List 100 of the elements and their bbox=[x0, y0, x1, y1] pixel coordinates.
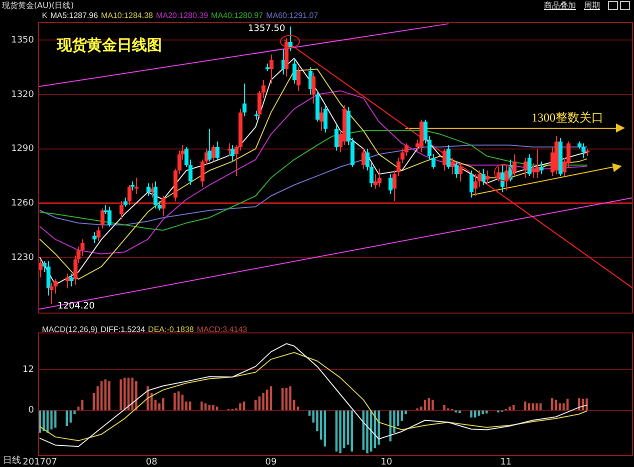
candlestick bbox=[66, 273, 70, 289]
candlestick bbox=[208, 128, 212, 162]
bar bbox=[108, 381, 110, 410]
text: 周期 bbox=[584, 0, 600, 11]
text: DEA:-0.1838 bbox=[148, 325, 194, 334]
candlestick bbox=[496, 166, 500, 182]
candlestick bbox=[582, 142, 586, 158]
bar bbox=[586, 398, 588, 410]
candlestick bbox=[334, 124, 338, 152]
candlestick bbox=[70, 273, 74, 287]
bar bbox=[239, 403, 242, 410]
candlestick bbox=[532, 162, 536, 178]
candlestick bbox=[296, 66, 300, 92]
text: DIFF:1.5234 bbox=[100, 325, 146, 334]
bar bbox=[266, 390, 268, 410]
bar bbox=[443, 404, 446, 410]
bar bbox=[81, 400, 84, 410]
candlestick bbox=[482, 168, 486, 186]
candlestick bbox=[450, 157, 454, 175]
candlestick bbox=[474, 174, 478, 196]
bar bbox=[378, 410, 380, 445]
bar bbox=[131, 378, 134, 410]
x-tick-label: 09 bbox=[265, 458, 277, 467]
candlestick bbox=[362, 148, 366, 170]
bar bbox=[536, 403, 538, 410]
candlestick bbox=[312, 72, 316, 104]
candlestick bbox=[442, 148, 446, 172]
x-axis-title: 日线 bbox=[3, 454, 21, 467]
candlestick bbox=[486, 170, 490, 184]
bar bbox=[432, 400, 434, 410]
candlestick bbox=[50, 282, 54, 305]
bar bbox=[550, 398, 554, 410]
candlestick bbox=[162, 195, 166, 216]
bar bbox=[524, 402, 526, 410]
bar bbox=[120, 379, 122, 410]
bar bbox=[289, 386, 292, 410]
candlestick bbox=[324, 104, 328, 133]
annotation: 1204.20 bbox=[57, 302, 95, 312]
candlestick bbox=[216, 141, 220, 160]
bar bbox=[558, 403, 561, 410]
candlestick bbox=[446, 144, 450, 170]
bar bbox=[339, 410, 342, 454]
annotation: 1300整数关口 bbox=[532, 110, 604, 124]
bar bbox=[482, 410, 484, 414]
candlestick bbox=[512, 154, 516, 176]
legend-title: MACD(12,26,9) bbox=[42, 325, 98, 334]
candlestick bbox=[130, 180, 134, 191]
bar bbox=[200, 402, 203, 410]
candlestick bbox=[242, 83, 246, 117]
candlestick bbox=[320, 106, 324, 132]
bar bbox=[262, 393, 264, 410]
candlestick bbox=[120, 200, 124, 220]
candlestick bbox=[528, 154, 532, 176]
y-tick-label: 1290 bbox=[11, 144, 34, 154]
candlestick bbox=[388, 174, 392, 195]
bar bbox=[54, 410, 56, 428]
bar bbox=[508, 406, 511, 410]
y-tick-label: 1230 bbox=[11, 252, 34, 263]
chart-subtitle: 现货黄金(AU)(日线) bbox=[2, 0, 74, 11]
bar bbox=[486, 410, 488, 414]
candlestick bbox=[124, 197, 128, 208]
text: MA60:1291.07 bbox=[266, 11, 318, 20]
bar bbox=[350, 410, 353, 452]
legend-title: K bbox=[42, 11, 48, 20]
bar bbox=[212, 404, 214, 410]
candlestick bbox=[458, 162, 462, 182]
x-tick-label: 11 bbox=[500, 458, 512, 467]
candlestick bbox=[154, 180, 158, 210]
bar bbox=[70, 410, 72, 423]
bar bbox=[562, 403, 565, 410]
candlestick bbox=[146, 182, 150, 196]
y-tick-label: 1260 bbox=[11, 198, 34, 208]
y-tick-label: 12 bbox=[22, 364, 34, 375]
candlestick bbox=[470, 170, 474, 198]
candlestick bbox=[524, 157, 528, 178]
candlestick bbox=[96, 226, 100, 242]
candlestick bbox=[92, 232, 96, 244]
text: MA20:1280.39 bbox=[156, 11, 208, 20]
x-tick-label: 08 bbox=[146, 458, 158, 467]
bar bbox=[532, 403, 534, 410]
candlestick bbox=[128, 184, 132, 206]
bar bbox=[470, 410, 472, 418]
bar bbox=[478, 410, 480, 416]
candlestick bbox=[378, 168, 382, 188]
bar bbox=[174, 393, 176, 410]
bar bbox=[146, 386, 149, 410]
bar bbox=[208, 404, 211, 410]
candlestick bbox=[270, 54, 274, 84]
bar bbox=[458, 410, 461, 414]
text: MA10:1284.38 bbox=[100, 11, 153, 20]
text: MA5:1287.96 bbox=[50, 11, 98, 20]
candlestick bbox=[108, 206, 112, 228]
x-tick-label: 201707 bbox=[22, 458, 58, 467]
bar bbox=[42, 410, 45, 432]
bar bbox=[135, 381, 138, 410]
y-tick-label: 0 bbox=[28, 406, 34, 416]
x-tick-label: 10 bbox=[380, 458, 393, 467]
candlestick bbox=[292, 58, 296, 84]
bar bbox=[370, 410, 372, 452]
bar bbox=[389, 410, 392, 442]
